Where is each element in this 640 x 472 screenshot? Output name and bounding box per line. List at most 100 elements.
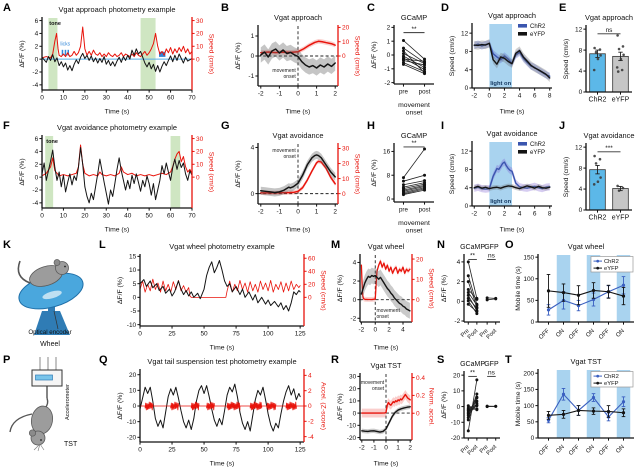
series xyxy=(466,378,498,433)
x-tick-label: post xyxy=(419,207,431,214)
x-tick-label: 8 xyxy=(548,211,552,218)
y2-axis-title: Speed (cm/s) xyxy=(208,152,215,192)
y-axis: 4 2 0 -2 ΔF/F (%) xyxy=(337,260,360,322)
x-axis: -2 -1 0 1 2 Time (s) xyxy=(359,440,412,468)
x-axis-title: Time (s) xyxy=(500,109,525,116)
y-tick-label: 4 xyxy=(465,185,469,192)
y-tick-label: 4 xyxy=(579,186,583,193)
panel-letter-a: A xyxy=(3,2,11,14)
x-tick-label: ON xyxy=(585,444,596,455)
panel-m-vgat-wheel-average: M -2 0 2 4 Time (s) 4 2 0 -2 ΔF/F (%) 20 10 0 Speed (c… xyxy=(330,239,436,352)
panel-p-tst-diagram: P Accelerometer TST xyxy=(2,354,98,468)
tst-label: TST xyxy=(64,441,78,448)
y-axis: 6 4 2 0 -2 -4 ΔF/F (%) xyxy=(19,136,42,207)
y2-axis: 4 2 0 -2 -4 Accel. (Z-score) xyxy=(304,373,327,441)
y-tick-label: 4 xyxy=(457,259,461,266)
y-axis-title: Mobile time (s) xyxy=(515,266,522,311)
panel-b-vgat-approach-average: B -2 -1 0 1 2 Time (s) 1 0 -1 ΔF/F (%) 20 10 0 Speed (… xyxy=(220,2,366,116)
y-axis: 0 4 8 12 Speed (cm/s) xyxy=(563,26,586,96)
y2-tick-label: -4 xyxy=(308,434,314,441)
y-tick-label: 10 xyxy=(129,388,137,395)
y2-axis-title: Accel. (Z-score) xyxy=(320,382,327,430)
y-tick-label: 100 xyxy=(523,276,534,283)
y-tick-label: 12 xyxy=(461,30,469,37)
y2-axis: 0.4 0.2 0 Norm. accel. xyxy=(412,375,435,426)
x-tick-label: 1 xyxy=(315,209,319,216)
y2-tick-label: 0 xyxy=(416,410,420,417)
series xyxy=(139,383,304,432)
y-tick-label: 2 xyxy=(35,43,39,50)
y-tick-label: -1 xyxy=(248,73,254,80)
y2-tick-label: 10 xyxy=(196,43,204,50)
x-tick-label: 75 xyxy=(232,331,240,338)
panel-title: Vgat approach xyxy=(488,11,536,20)
y-axis-title: ΔF/F (%) xyxy=(117,392,124,419)
x-tick-label: 0 xyxy=(296,91,300,98)
y-tick-label: 6 xyxy=(35,136,39,143)
y2-tick-label: 20 xyxy=(308,282,316,289)
x-tick-label: 0 xyxy=(488,93,492,100)
y-tick-label: 2 xyxy=(387,25,391,32)
y2-tick-label: 4 xyxy=(308,373,312,380)
y-tick-label: 1 xyxy=(251,33,255,40)
y-axis-title: Speed (cm/s) xyxy=(449,36,456,76)
legend-label: eYFP xyxy=(530,150,545,156)
y-tick-label: 12 xyxy=(575,144,583,151)
x-tick-label: 2 xyxy=(503,211,507,218)
y-axis: 16 8 0 ΔF/F (%) xyxy=(371,149,394,203)
y-axis: 6 4 2 0 -2 -4 ΔF/F (%) xyxy=(19,18,42,89)
legend-label: ChR2 xyxy=(604,374,619,380)
y2-tick-label: 0.2 xyxy=(416,393,425,400)
panel-p-chart: Accelerometer TST xyxy=(9,357,78,452)
y2-axis-title: Norm. accel. xyxy=(428,388,435,426)
panel-letter-b: B xyxy=(221,2,229,14)
x-tick-label: 6 xyxy=(533,93,537,100)
y2-tick-label: 10 xyxy=(342,176,350,183)
series xyxy=(401,39,427,76)
panel-letter-r: R xyxy=(331,354,339,366)
y-tick-label: 2 xyxy=(35,161,39,168)
x-axis-title: Time (s) xyxy=(374,461,399,468)
x-tick-label: 20 xyxy=(81,213,89,220)
y-axis-title: Speed (cm/s) xyxy=(563,157,570,197)
panel-title: GCaMP xyxy=(401,131,427,140)
x-axis-title: movement onset xyxy=(398,220,430,235)
series xyxy=(401,147,427,197)
x-tick-label: OFF xyxy=(568,328,581,341)
y-tick-label: 0 xyxy=(353,410,357,417)
y-axis-title: ΔF/F (%) xyxy=(371,159,378,186)
x-tick-label: 0 xyxy=(373,327,377,334)
x-tick-label: 30 xyxy=(103,95,111,102)
significance: ** xyxy=(470,253,476,260)
panel-letter-o: O xyxy=(505,239,514,251)
y-tick-label: 8 xyxy=(579,165,583,172)
y2-axis: 60 40 20 0 Speed (cm/s) xyxy=(304,255,327,311)
y-tick-label: 2 xyxy=(457,279,461,286)
panel-title: Vgat tail suspension test photometry exa… xyxy=(147,357,296,366)
y-tick-label: -4 xyxy=(32,82,38,89)
y2-tick-label: 40 xyxy=(308,268,316,275)
x-axis: pre post movement onset xyxy=(398,84,431,117)
y-tick-label: 30 xyxy=(349,374,357,381)
panel-letter-f: F xyxy=(3,120,10,132)
y-axis-title: ΔF/F (%) xyxy=(441,391,448,418)
x-axis: -2 0 2 4 6 8 Time (s) xyxy=(471,88,552,116)
x-tick-label: 0 xyxy=(138,447,142,454)
x-tick-label: OFF xyxy=(568,444,581,457)
y-tick-label: 8 xyxy=(465,49,469,56)
y-axis-title: ΔF/F (%) xyxy=(337,393,344,420)
annotation: light on xyxy=(490,81,511,87)
y-tick-label: 0 xyxy=(465,85,469,92)
x-tick-label: 2 xyxy=(333,209,337,216)
panel-j-chart: ChR2 eYFP 0 4 8 12 Speed (cm/s) Vgat avoidance *… xyxy=(563,131,634,222)
y-axis: 30 20 10 0 -10 -20 ΔF/F (%) xyxy=(337,374,360,442)
x-tick-label: eYFP xyxy=(612,97,630,104)
y-axis-title: ΔF/F (%) xyxy=(117,277,124,304)
